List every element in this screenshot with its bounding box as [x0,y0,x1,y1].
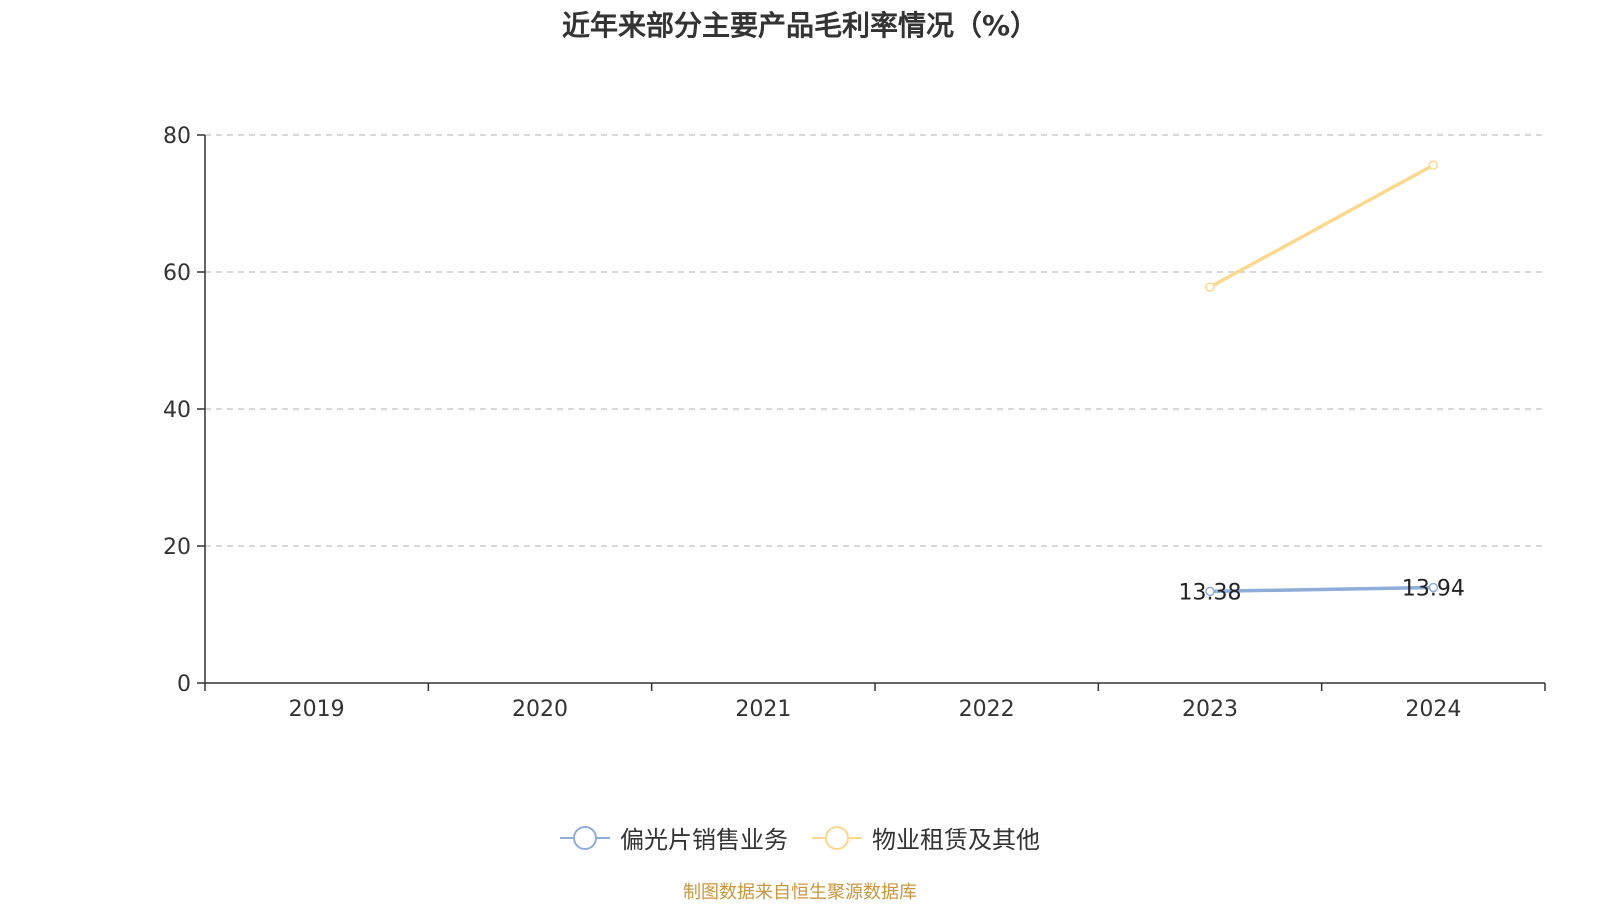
x-tick-label: 2023 [1182,697,1238,722]
legend-dot [825,825,849,850]
series-line-0 [1209,585,1434,594]
data-label: 13.38 [1179,580,1242,605]
axes: 0 20 40 60 80 2019 2020 2021 2022 2023 2024 [163,124,1546,722]
x-tick-label: 2020 [512,697,568,722]
legend-label: 物业租赁及其他 [872,826,1040,854]
x-tick-label: 2024 [1405,697,1461,722]
data-point [1205,586,1215,597]
y-tick-label: 60 [163,261,191,286]
data-point [1428,582,1439,593]
y-tick-label: 80 [163,124,191,149]
legend-dot [573,825,597,850]
data-point [1205,282,1215,292]
legend-label: 偏光片销售业务 [620,826,788,854]
grid-lines [205,134,1545,547]
x-tick-label: 2019 [289,697,345,722]
data-label: 13.94 [1402,577,1465,602]
series-line-1 [1209,163,1435,289]
chart-title: 近年来部分主要产品毛利率情况（%） [561,9,1039,42]
x-tick-label: 2021 [735,697,791,722]
source-note: 制图数据来自恒生聚源数据库 [683,882,917,903]
series [1205,160,1439,597]
y-tick-label: 20 [163,535,191,560]
legend-item-polarizer[interactable]: 偏光片销售业务 [560,820,788,855]
y-tick-label: 0 [177,672,191,697]
legend-item-leasing[interactable]: 物业租赁及其他 [812,820,1040,855]
legend-swatch-polarizer [560,825,610,851]
legend-swatch-leasing [812,825,862,851]
x-tick-label: 2022 [959,697,1015,722]
legend: 偏光片销售业务 物业租赁及其他 [0,820,1600,855]
data-point [1428,160,1439,170]
y-tick-label: 40 [163,398,191,423]
data-labels: 13.38 13.94 [1179,577,1465,606]
